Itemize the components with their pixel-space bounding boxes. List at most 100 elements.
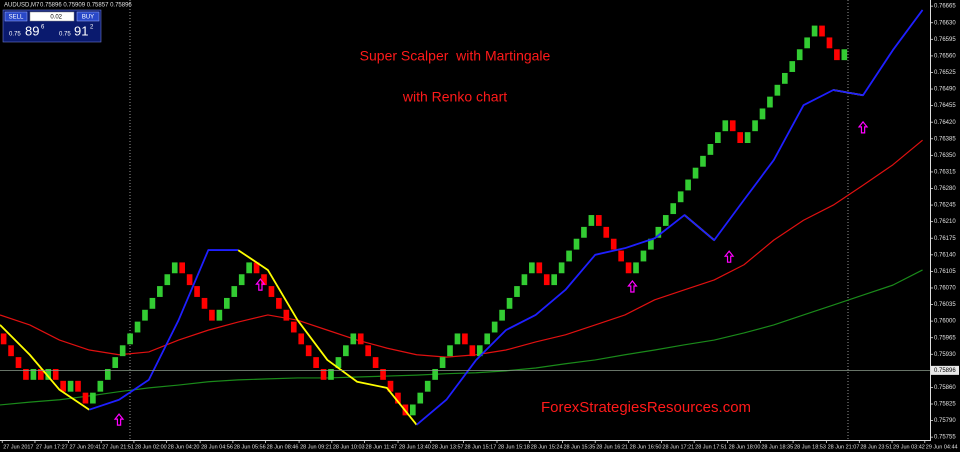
up-brick	[224, 297, 230, 309]
lot-value[interactable]: 0.02	[50, 14, 62, 20]
y-tick-label: 0.76280	[934, 186, 956, 192]
up-brick	[804, 37, 810, 49]
up-brick	[97, 380, 104, 392]
up-brick	[90, 392, 96, 404]
up-brick	[573, 238, 580, 250]
down-brick	[603, 226, 610, 238]
symbol: AUDUSD,M7	[4, 3, 40, 9]
up-brick	[476, 345, 483, 357]
up-brick	[350, 333, 357, 345]
up-brick	[439, 357, 446, 368]
up-brick	[655, 226, 662, 238]
y-tick-label: 0.76630	[934, 20, 956, 26]
down-brick	[253, 262, 260, 274]
up-brick	[328, 368, 334, 380]
down-brick	[320, 368, 327, 380]
up-brick	[246, 262, 252, 274]
x-tick-label: 28 Jun 15:18	[498, 444, 530, 450]
down-brick	[60, 380, 66, 392]
down-brick	[261, 274, 267, 286]
buy-label[interactable]: BUY	[82, 14, 94, 20]
x-tick-label: 28 Jun 04:20	[168, 444, 200, 450]
down-brick	[38, 368, 44, 380]
y-tick-label: 0.75825	[934, 402, 956, 408]
ohlc: 0.75896 0.75909 0.75857 0.75896	[40, 3, 132, 9]
down-brick	[268, 286, 275, 297]
up-brick	[782, 72, 788, 84]
up-brick	[692, 167, 699, 179]
up-brick	[142, 309, 148, 321]
up-brick	[648, 238, 654, 250]
sell-price-big: 89	[25, 23, 39, 38]
y-tick-label: 0.76000	[934, 319, 956, 325]
indicator-line	[0, 89, 864, 426]
down-brick	[395, 392, 401, 404]
x-tick-label: 27 Jun 21:51	[102, 444, 134, 450]
lot-input[interactable]	[29, 11, 75, 22]
up-brick	[216, 309, 223, 321]
up-brick	[759, 108, 766, 120]
down-brick	[8, 345, 14, 357]
y-tick-label: 0.76315	[934, 170, 956, 176]
y-tick-label: 0.76245	[934, 203, 956, 209]
signal-arrow	[627, 280, 638, 293]
up-brick	[581, 226, 587, 238]
up-brick	[491, 321, 498, 333]
up-brick	[685, 179, 691, 191]
x-tick-label: 28 Jun 16:21	[596, 444, 628, 450]
up-brick	[45, 368, 52, 380]
x-tick-label: 28 Jun 21:07	[828, 444, 860, 450]
chart-subtitle: with Renko chart	[402, 89, 507, 105]
up-brick	[551, 274, 557, 286]
up-brick	[424, 380, 431, 392]
up-brick	[67, 380, 74, 392]
x-tick-label: 28 Jun 17:21	[662, 444, 694, 450]
x-tick-label: 28 Jun 18:00	[729, 444, 761, 450]
x-tick-label: 28 Jun 02:00	[135, 444, 167, 450]
y-tick-label: 0.75965	[934, 335, 956, 341]
down-brick	[729, 120, 736, 132]
sell-label[interactable]: SELL	[9, 14, 24, 20]
y-tick-label: 0.76560	[934, 53, 956, 59]
trade-panel: SELL 0.02 BUY 0.75 89 6 0.75 91 2	[2, 9, 102, 43]
down-brick	[194, 286, 200, 297]
sell-price-prefix: 0.75	[9, 32, 21, 38]
up-brick	[715, 132, 721, 144]
down-brick	[15, 357, 22, 368]
x-tick-label: 28 Jun 08:46	[267, 444, 299, 450]
down-brick	[618, 250, 624, 262]
y-tick-label: 0.76350	[934, 153, 956, 159]
sell-button[interactable]	[4, 11, 28, 22]
x-tick-label: 27 Jun 20:41	[69, 444, 101, 450]
down-brick	[298, 333, 305, 345]
up-brick	[447, 345, 453, 357]
up-brick	[841, 49, 848, 61]
up-brick	[752, 120, 758, 132]
down-brick	[737, 132, 743, 144]
up-brick	[335, 357, 342, 368]
chart-title: Super Scalper with Martingale	[360, 48, 551, 64]
plot-area	[0, 9, 930, 426]
down-brick	[209, 309, 215, 321]
x-tick-label: 28 Jun 17:51	[695, 444, 727, 450]
down-brick	[834, 49, 840, 61]
down-brick	[82, 392, 89, 404]
up-brick	[119, 345, 126, 357]
up-brick	[484, 333, 491, 345]
buy-price-sup: 2	[90, 25, 94, 31]
up-brick	[662, 215, 669, 226]
y-tick-label: 0.76385	[934, 136, 956, 142]
down-brick	[52, 368, 59, 380]
up-brick	[238, 274, 245, 286]
up-brick	[796, 49, 803, 61]
indicator-line	[0, 269, 923, 406]
signal-arrow	[255, 278, 266, 291]
y-tick-label: 0.76665	[934, 4, 956, 10]
x-tick-label: 28 Jun 05:56	[234, 444, 266, 450]
buy-button[interactable]	[76, 11, 100, 22]
last-price-label: 0.75896	[934, 368, 956, 374]
up-brick	[633, 262, 639, 274]
